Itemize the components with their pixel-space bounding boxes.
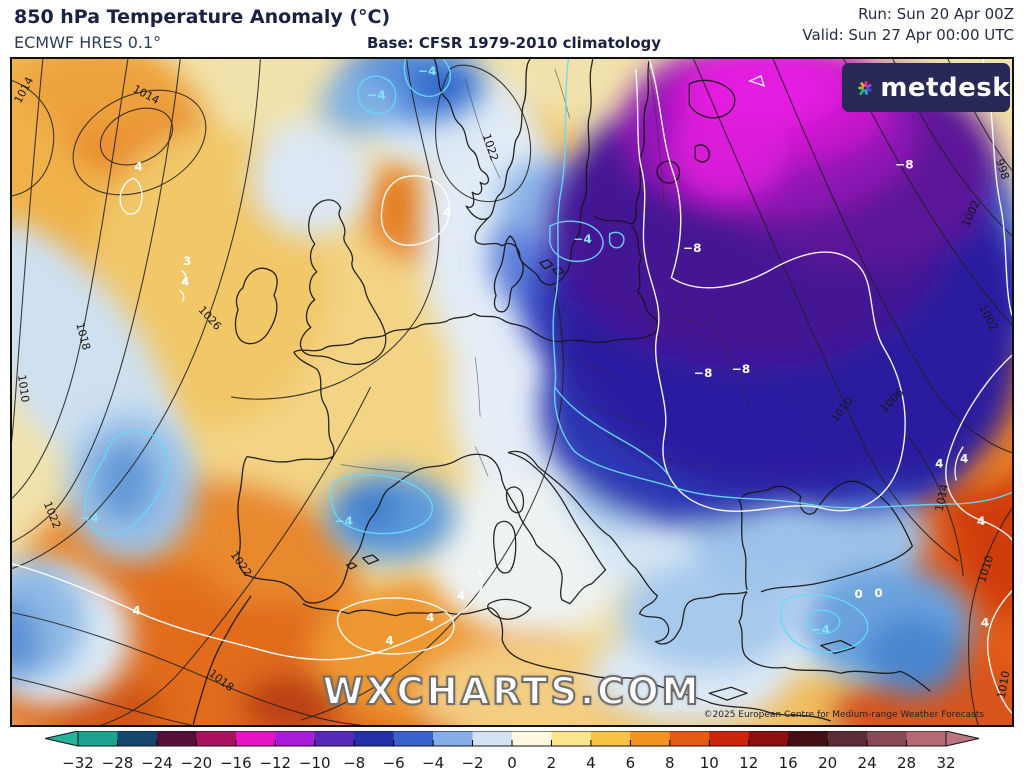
svg-text:−8: −8 bbox=[683, 241, 701, 255]
svg-text:−8: −8 bbox=[895, 157, 913, 171]
svg-text:28: 28 bbox=[897, 754, 916, 772]
svg-text:0: 0 bbox=[854, 587, 862, 601]
svg-text:4: 4 bbox=[981, 616, 989, 630]
svg-text:12: 12 bbox=[739, 754, 758, 772]
svg-text:20: 20 bbox=[818, 754, 837, 772]
svg-text:0: 0 bbox=[507, 754, 517, 772]
svg-text:1010: 1010 bbox=[15, 374, 32, 403]
svg-text:−10: −10 bbox=[299, 754, 331, 772]
svg-text:1014: 1014 bbox=[933, 483, 952, 513]
metdesk-logo-text: metdesk bbox=[880, 72, 1010, 103]
run-time-label: Run: Sun 20 Apr 00Z bbox=[858, 5, 1014, 23]
svg-text:4: 4 bbox=[977, 514, 985, 528]
anomaly-contours-white bbox=[12, 59, 1012, 714]
map-graphic: 1014 101410221026101810101022102210189981… bbox=[12, 59, 1012, 725]
svg-text:4: 4 bbox=[443, 205, 451, 219]
svg-text:−32: −32 bbox=[62, 754, 94, 772]
svg-text:−4: −4 bbox=[422, 754, 444, 772]
svg-text:998: 998 bbox=[993, 157, 1012, 181]
svg-text:−28: −28 bbox=[102, 754, 134, 772]
country-borders bbox=[340, 68, 750, 477]
svg-text:−24: −24 bbox=[141, 754, 173, 772]
svg-text:16: 16 bbox=[779, 754, 798, 772]
svg-text:−4: −4 bbox=[574, 232, 592, 246]
svg-text:4: 4 bbox=[385, 633, 393, 647]
svg-text:3: 3 bbox=[183, 254, 191, 268]
svg-text:4: 4 bbox=[457, 589, 465, 603]
svg-text:6: 6 bbox=[626, 754, 636, 772]
colorbar-graphic: −32 −28 −24 −20 −16 −12 −10 −8 −6 −4 −2 0 2 4 6 8 10 12 16… bbox=[44, 730, 980, 772]
europe-anomaly-map: 1014 1014 1022 1026 1018 1010 1022 1022 1018 998 1… bbox=[10, 57, 1014, 727]
svg-text:−8: −8 bbox=[343, 754, 365, 772]
anomaly-value-labels: 4 3 4 4 −4 −4 −4 −8 −8 −8 −8 −4 −4 4 4 4 4 4 4 4 4 −4 0 0 bbox=[81, 64, 990, 648]
svg-text:4: 4 bbox=[960, 452, 968, 466]
svg-text:−6: −6 bbox=[383, 754, 405, 772]
valid-time-label: Valid: Sun 27 Apr 00:00 UTC bbox=[802, 26, 1014, 44]
svg-text:−4: −4 bbox=[81, 511, 99, 525]
isobars bbox=[12, 59, 1012, 725]
svg-text:−4: −4 bbox=[812, 623, 830, 637]
svg-text:−4: −4 bbox=[335, 514, 353, 528]
svg-text:1010: 1010 bbox=[995, 670, 1012, 700]
svg-text:4: 4 bbox=[935, 457, 943, 471]
wxcharts-watermark: WXCHARTS.COM bbox=[322, 669, 702, 714]
copyright-text: ©2025 European Centre for Medium-range W… bbox=[703, 710, 984, 720]
svg-text:4: 4 bbox=[181, 275, 189, 289]
temperature-colorbar: −32 −28 −24 −20 −16 −12 −10 −8 −6 −4 −2 0 2 4 6 8 10 12 16… bbox=[44, 730, 980, 777]
svg-text:2: 2 bbox=[547, 754, 557, 772]
metdesk-logo: metdesk bbox=[842, 63, 1010, 112]
metdesk-asterisk-icon bbox=[858, 80, 872, 95]
svg-text:−16: −16 bbox=[220, 754, 252, 772]
svg-text:4: 4 bbox=[134, 159, 142, 173]
model-label: ECMWF HRES 0.1° bbox=[14, 33, 162, 52]
svg-text:−4: −4 bbox=[367, 88, 385, 102]
svg-text:0: 0 bbox=[874, 586, 882, 600]
svg-text:32: 32 bbox=[936, 754, 955, 772]
svg-text:4: 4 bbox=[132, 604, 140, 618]
coastlines bbox=[192, 59, 931, 725]
svg-text:4: 4 bbox=[426, 611, 434, 625]
svg-text:8: 8 bbox=[665, 754, 675, 772]
climatology-base-label: Base: CFSR 1979-2010 climatology bbox=[367, 34, 662, 52]
svg-text:10: 10 bbox=[700, 754, 719, 772]
svg-text:4: 4 bbox=[586, 754, 596, 772]
svg-text:24: 24 bbox=[858, 754, 877, 772]
cold-core-field bbox=[549, 59, 1012, 497]
svg-text:−4: −4 bbox=[418, 64, 436, 78]
page-title: 850 hPa Temperature Anomaly (°C) bbox=[14, 6, 391, 28]
svg-text:−20: −20 bbox=[181, 754, 213, 772]
svg-text:−2: −2 bbox=[461, 754, 483, 772]
svg-text:−8: −8 bbox=[732, 362, 750, 376]
anomaly-contours-cyan bbox=[84, 59, 1012, 653]
svg-text:−12: −12 bbox=[259, 754, 291, 772]
svg-text:−8: −8 bbox=[694, 366, 712, 380]
